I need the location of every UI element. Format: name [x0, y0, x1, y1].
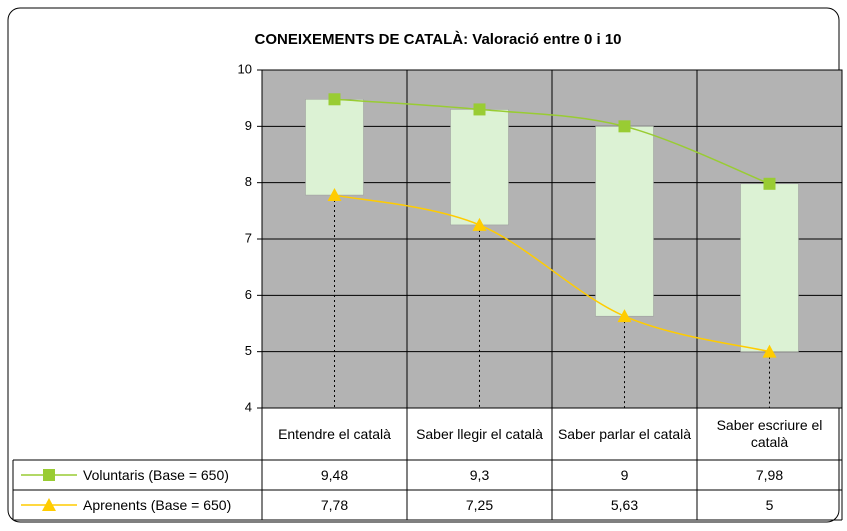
legend-label: Aprenents (Base = 650)	[83, 496, 232, 513]
x-tick-label: Saber parlar el català	[557, 425, 692, 442]
data-point	[618, 120, 631, 133]
y-tick-label: 10	[238, 61, 252, 76]
y-tick-label: 7	[245, 230, 252, 245]
data-table-value: 5,63	[610, 496, 639, 513]
data-table-value: 9,3	[469, 466, 490, 483]
series-line	[334, 98, 770, 185]
data-table-value: 7,78	[320, 496, 349, 513]
data-point	[327, 188, 342, 202]
data-table-value: 7,25	[465, 496, 494, 513]
high-low-bar	[450, 109, 509, 226]
data-table-value: 9	[620, 466, 629, 483]
series-line	[334, 194, 770, 353]
x-tick-label: Entendre el català	[278, 425, 391, 442]
data-point	[763, 177, 776, 190]
y-tick-label: 5	[245, 343, 252, 358]
high-low-bar	[305, 99, 364, 196]
data-table-value: 7,98	[755, 466, 784, 483]
data-point	[617, 309, 632, 323]
y-tick-label: 4	[245, 399, 252, 414]
high-low-bar	[595, 126, 654, 317]
legend-marker	[43, 469, 55, 481]
data-point	[328, 93, 341, 106]
high-low-bar	[740, 183, 799, 352]
data-point	[472, 217, 487, 231]
y-tick-label: 6	[245, 287, 252, 302]
chart-title: CONEIXEMENTS DE CATALÀ: Valoració entre …	[254, 31, 621, 48]
data-point	[473, 103, 486, 116]
x-tick-label: Saber escriure el català	[716, 417, 823, 450]
legend-label: Voluntaris (Base = 650)	[83, 466, 229, 483]
data-point	[762, 344, 777, 358]
y-tick-label: 8	[245, 174, 252, 189]
legend-marker	[42, 498, 56, 511]
data-table-value: 9,48	[320, 466, 349, 483]
data-table-value: 5	[765, 496, 774, 513]
y-tick-label: 9	[245, 118, 252, 133]
x-tick-label: Saber llegir el català	[416, 425, 543, 442]
